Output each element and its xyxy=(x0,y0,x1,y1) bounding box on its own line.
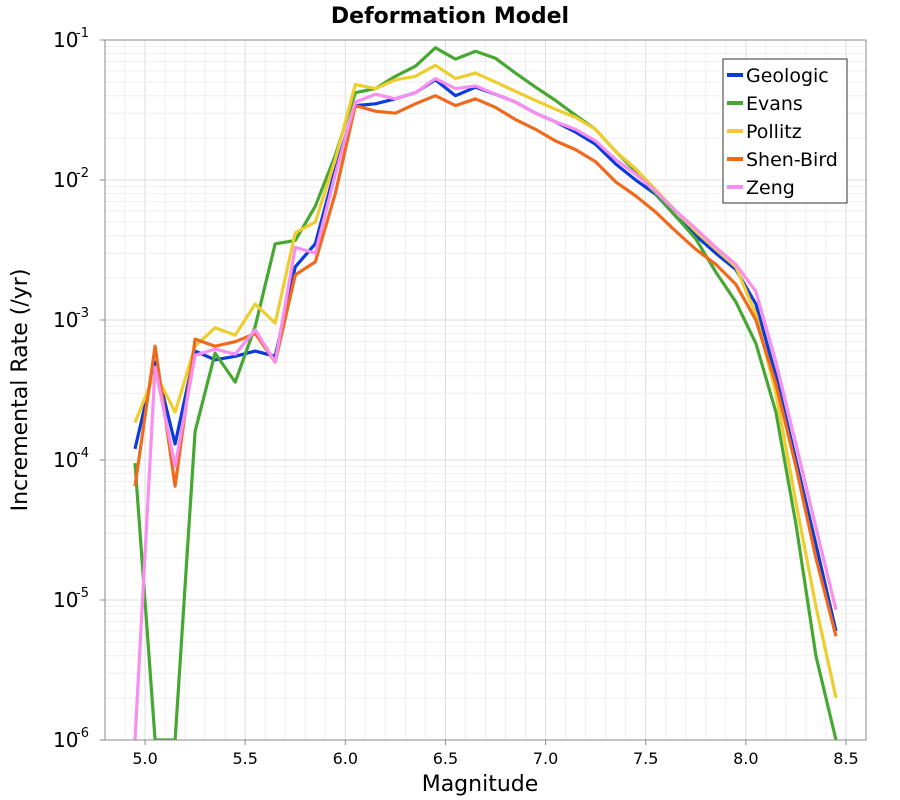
y-tick-exponent: -2 xyxy=(76,166,89,181)
plot-frame xyxy=(104,39,867,741)
x-tick-label: 5.5 xyxy=(232,749,257,768)
legend-label-geologic: Geologic xyxy=(746,65,829,87)
legend-label-shen-bird: Shen-Bird xyxy=(746,149,838,171)
x-tick-label: 5.0 xyxy=(132,749,157,768)
y-tick-base: 10 xyxy=(53,308,78,332)
y-tick-base: 10 xyxy=(53,588,78,612)
y-tick-exponent: -6 xyxy=(76,726,89,741)
y-axis: 10-110-210-310-410-510-6 xyxy=(53,26,105,752)
series-layer xyxy=(133,46,838,740)
chart-title: Deformation Model xyxy=(331,4,569,29)
legend-label-zeng: Zeng xyxy=(746,177,795,199)
y-tick-exponent: -1 xyxy=(76,26,89,41)
y-tick-base: 10 xyxy=(53,728,78,752)
legend-label-evans: Evans xyxy=(746,93,803,115)
x-tick-label: 7.0 xyxy=(533,749,558,768)
y-tick-base: 10 xyxy=(53,168,78,192)
legend-box xyxy=(722,58,848,204)
legend-label-pollitz: Pollitz xyxy=(746,121,802,143)
series-line-zeng xyxy=(133,76,838,740)
x-axis-label: Magnitude xyxy=(422,772,539,797)
y-tick-base: 10 xyxy=(53,28,78,52)
y-tick-exponent: -4 xyxy=(76,446,89,461)
x-axis: 5.0 5.5 6.0 6.5 7.0 7.5 8.0 8.5 xyxy=(132,740,859,768)
x-tick-label: 7.5 xyxy=(633,749,658,768)
x-tick-label: 6.5 xyxy=(433,749,458,768)
x-tick-label: 8.5 xyxy=(833,749,858,768)
x-tick-label: 8.0 xyxy=(733,749,758,768)
x-tick-label: 6.0 xyxy=(333,749,358,768)
y-tick-exponent: -5 xyxy=(76,586,89,601)
y-axis-label: Incremental Rate (/yr) xyxy=(8,269,33,512)
y-tick-base: 10 xyxy=(53,448,78,472)
y-tick-exponent: -3 xyxy=(76,306,89,321)
legend: Geologic Evans Pollitz Shen-Bird Zeng xyxy=(722,58,848,204)
